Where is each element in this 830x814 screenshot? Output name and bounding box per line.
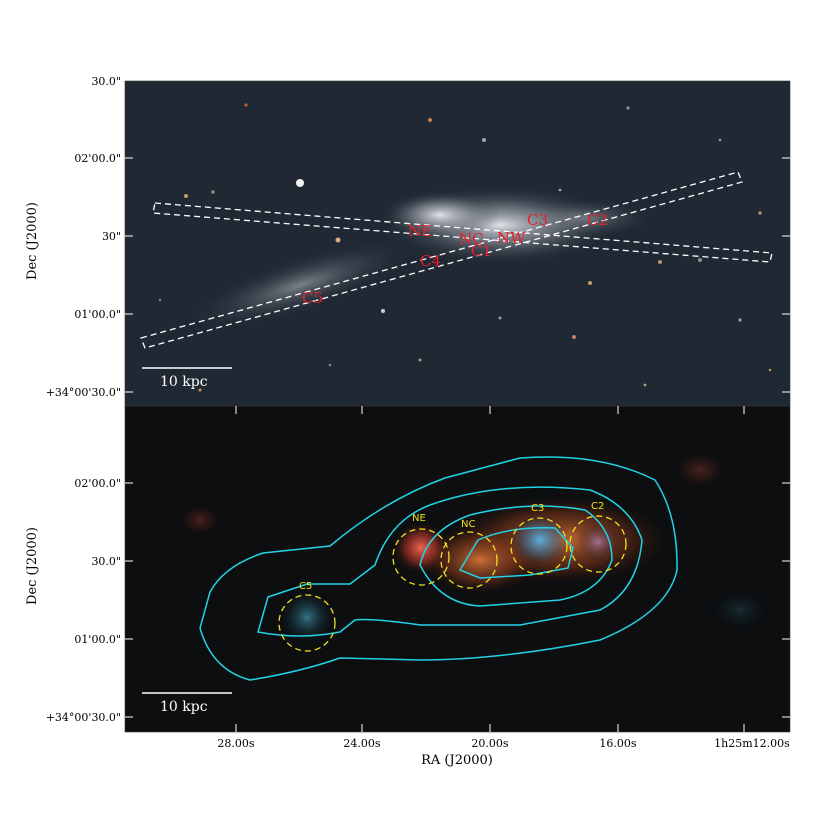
label-NC: NC — [459, 230, 484, 248]
slits — [140, 171, 773, 349]
contour-3 — [419, 505, 613, 607]
top-y-axis-title: Dec (J2000) — [25, 202, 40, 280]
bottom-panel-frame — [124, 405, 791, 733]
slit-1 — [152, 202, 773, 263]
aperture-C5 — [278, 594, 336, 652]
x-axis-title: RA (J2000) — [421, 753, 493, 768]
xtick-2: 20.00s — [471, 737, 508, 750]
tick-marks — [125, 157, 790, 732]
bottom-y-axis-title: Dec (J2000) — [25, 527, 40, 605]
top-ytick-0: 30.0" — [91, 75, 121, 88]
aperture-label-NC: NC — [461, 519, 475, 530]
label-NW: NW — [497, 229, 526, 247]
xtick-0: 28.00s — [217, 737, 254, 750]
xtick-1: 24.00s — [343, 737, 380, 750]
bottom-ytick-3: +34°00'30.0" — [46, 711, 121, 724]
background-stars — [158, 103, 772, 392]
scale-bar-label-bottom: 10 kpc — [160, 699, 208, 715]
label-C5: C5 — [302, 289, 323, 307]
aperture-NC — [440, 531, 498, 589]
top-panel: NE NC C1 NW C3 C2 C4 C5 10 kpc — [125, 81, 790, 406]
bottom-y-tick-labels: 02'00.0" 30.0" 01'00.0" +34°00'30.0" — [46, 477, 121, 724]
aperture-C3 — [510, 517, 568, 575]
label-C3: C3 — [527, 211, 548, 229]
emission-blobs — [180, 452, 770, 645]
bottom-ytick-1: 30.0" — [91, 555, 121, 568]
region-labels: NE NC C1 NW C3 C2 C4 C5 — [302, 211, 608, 307]
top-y-tick-labels: 30.0" 02'00.0" 30" 01'00.0" +34°00'30.0" — [46, 75, 121, 399]
bottom-ytick-2: 01'00.0" — [74, 633, 121, 646]
aperture-labels: NE NC C3 C2 C5 — [299, 501, 604, 592]
bottom-panel: NE NC C3 C2 C5 10 kpc — [125, 406, 790, 732]
aperture-label-C5: C5 — [299, 581, 312, 592]
top-ytick-2: 30" — [102, 230, 121, 243]
galaxy-emission — [185, 185, 655, 331]
aperture-label-C2: C2 — [591, 501, 604, 512]
scale-bar-label-top: 10 kpc — [160, 374, 208, 390]
aperture-label-NE: NE — [412, 513, 426, 524]
label-C1: C1 — [471, 242, 492, 260]
contour-inner — [458, 527, 574, 579]
apertures — [278, 515, 627, 652]
top-ytick-4: +34°00'30.0" — [46, 386, 121, 399]
contour-2 — [257, 486, 643, 637]
slit-2 — [140, 171, 743, 349]
xtick-3: 16.00s — [599, 737, 636, 750]
aperture-C2 — [569, 515, 627, 573]
label-C2: C2 — [587, 211, 608, 229]
bottom-ytick-0: 02'00.0" — [74, 477, 121, 490]
label-C4: C4 — [420, 252, 441, 270]
top-ytick-1: 02'00.0" — [74, 152, 121, 165]
xtick-4: 1h25m12.00s — [714, 737, 790, 750]
label-NE: NE — [408, 222, 432, 240]
contour-outer — [199, 456, 678, 681]
contours — [199, 456, 678, 681]
aperture-NE — [392, 528, 450, 586]
aperture-label-C3: C3 — [531, 503, 544, 514]
bottom-x-tick-labels: 28.00s 24.00s 20.00s 16.00s 1h25m12.00s — [217, 737, 790, 750]
top-ytick-3: 01'00.0" — [74, 308, 121, 321]
